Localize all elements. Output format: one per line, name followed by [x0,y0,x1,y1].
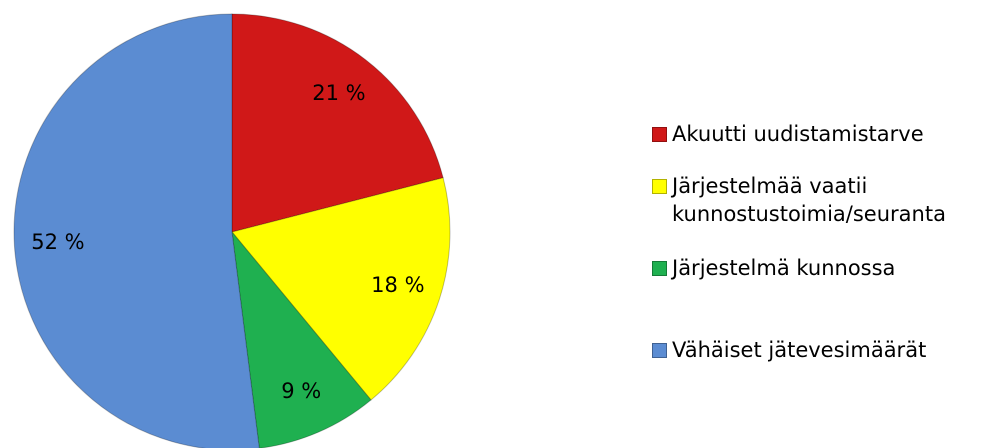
legend-item: Akuutti uudistamistarve [652,120,997,148]
legend-item: Järjestelmä kunnossa [652,254,997,282]
pie-slice [231,230,372,448]
legend-label: Vähäiset jätevesimäärät [672,338,927,362]
pie-slice [13,13,260,448]
legend-swatch [652,127,667,142]
legend-label: Akuutti uudistamistarve [672,122,924,146]
pie-slice [231,177,451,401]
legend-item: Vähäiset jätevesimäärät [652,336,997,364]
legend-swatch [652,343,667,358]
legend-label: Järjestelmä kunnossa [672,256,896,280]
legend-label: Järjestelmää vaatii kunnostustoimia/seur… [672,174,946,226]
legend-swatch [652,179,667,194]
pie-slice [231,13,444,233]
data-label: 9 % [281,379,321,403]
data-label: 18 % [371,273,424,297]
legend-swatch [652,261,667,276]
data-label: 52 % [31,230,84,254]
data-label: 21 % [312,81,365,105]
legend-item: Järjestelmää vaatii kunnostustoimia/seur… [652,172,997,228]
